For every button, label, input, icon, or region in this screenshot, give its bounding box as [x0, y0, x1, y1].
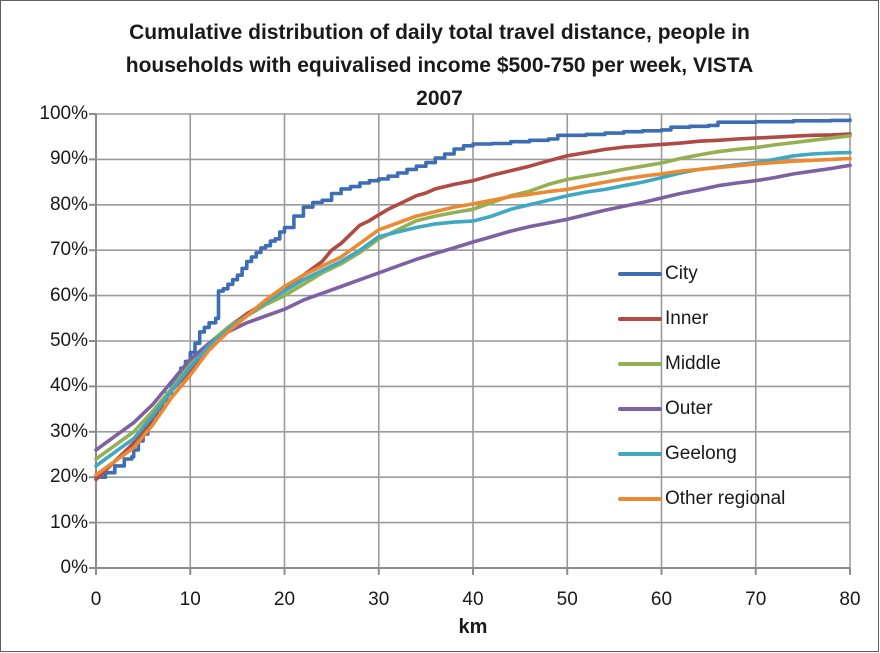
- y-axis-tick-label: 80%: [49, 193, 88, 215]
- y-axis-tick-label: 30%: [49, 420, 88, 442]
- chart-title-line-2: households with equivalised income $500-…: [125, 54, 754, 77]
- y-axis-tick-label: 50%: [49, 330, 88, 351]
- chart-title-line-3: 2007: [416, 87, 463, 110]
- legend-item-outer: Outer: [618, 397, 713, 421]
- chart-title: Cumulative distribution of daily total t…: [1, 16, 878, 115]
- x-axis-tick-label: 20: [273, 589, 296, 610]
- x-axis-tick-label: 80: [839, 589, 861, 610]
- legend-label-geelong: Geelong: [665, 443, 737, 464]
- legend-item-city: City: [618, 262, 698, 286]
- legend-line-swatch-middle: [618, 362, 662, 366]
- legend-line-swatch-other-regional: [618, 497, 662, 501]
- x-axis-title: km: [458, 616, 488, 638]
- legend-item-inner: Inner: [618, 307, 708, 331]
- legend-label-outer: Outer: [665, 398, 713, 419]
- legend-line-swatch-city: [618, 272, 662, 276]
- legend-item-other-regional: Other regional: [618, 487, 785, 511]
- x-axis-tick-label: 50: [556, 589, 578, 610]
- y-axis-tick-label: 90%: [49, 148, 88, 170]
- x-axis-tick-label: 60: [650, 589, 673, 610]
- legend-item-geelong: Geelong: [618, 442, 737, 466]
- legend-item-middle: Middle: [618, 352, 721, 376]
- series-line-other-regional: [94, 156, 852, 477]
- y-axis-tick-label: 20%: [49, 466, 88, 488]
- legend-label-other-regional: Other regional: [665, 488, 786, 509]
- y-axis-tick-label: 100%: [39, 103, 88, 124]
- legend-line-swatch-outer: [618, 407, 662, 411]
- y-axis-tick-label: 60%: [49, 284, 88, 306]
- legend-label-middle: Middle: [665, 353, 721, 374]
- y-axis-tick-label: 0%: [60, 557, 88, 578]
- legend-label-inner: Inner: [665, 308, 709, 329]
- x-axis-tick-label: 0: [90, 589, 102, 610]
- y-axis-tick-label: 70%: [49, 239, 88, 261]
- x-axis-tick-label: 30: [368, 589, 390, 610]
- x-axis-tick-label: 70: [745, 589, 767, 610]
- x-axis-tick-label: 10: [179, 589, 201, 610]
- x-axis-tick-label: 40: [462, 589, 484, 610]
- y-axis-tick-label: 10%: [49, 511, 88, 533]
- legend-line-swatch-inner: [618, 317, 662, 321]
- y-axis-tick-label: 40%: [49, 375, 88, 397]
- chart-title-line-1: Cumulative distribution of daily total t…: [129, 21, 750, 44]
- legend-line-swatch-geelong: [618, 452, 662, 456]
- legend-label-city: City: [665, 263, 698, 284]
